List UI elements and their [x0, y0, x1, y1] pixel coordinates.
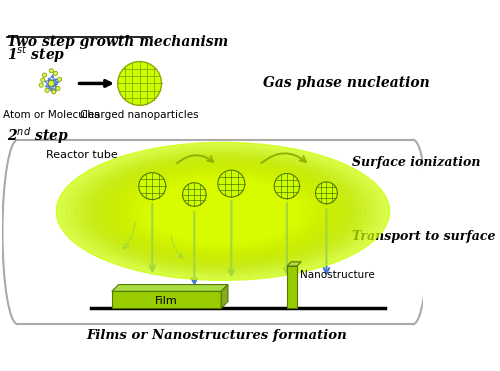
Circle shape — [39, 83, 44, 87]
Circle shape — [45, 88, 49, 92]
Circle shape — [52, 90, 56, 94]
Ellipse shape — [95, 158, 351, 265]
Ellipse shape — [90, 156, 356, 266]
Circle shape — [182, 183, 206, 206]
Text: Gas phase nucleation: Gas phase nucleation — [264, 76, 430, 91]
Circle shape — [118, 62, 162, 105]
Ellipse shape — [110, 164, 336, 258]
Ellipse shape — [80, 152, 366, 270]
Polygon shape — [221, 285, 228, 308]
Ellipse shape — [56, 142, 390, 280]
Circle shape — [139, 173, 166, 200]
Text: Film: Film — [155, 296, 178, 306]
Circle shape — [56, 86, 60, 91]
Ellipse shape — [124, 170, 322, 252]
Text: Atom or Molecules: Atom or Molecules — [3, 111, 100, 120]
Circle shape — [41, 78, 45, 82]
Text: Transport to surface: Transport to surface — [352, 230, 495, 243]
Text: Reactor tube: Reactor tube — [46, 150, 118, 160]
Ellipse shape — [66, 146, 380, 276]
Ellipse shape — [114, 166, 332, 256]
Text: Films or Nanostructures formation: Films or Nanostructures formation — [86, 329, 348, 342]
Ellipse shape — [86, 154, 360, 268]
Ellipse shape — [71, 148, 375, 275]
Ellipse shape — [128, 172, 317, 250]
Polygon shape — [287, 262, 301, 266]
Circle shape — [48, 81, 54, 86]
Circle shape — [54, 71, 58, 75]
Polygon shape — [112, 285, 228, 291]
Ellipse shape — [100, 160, 346, 262]
Ellipse shape — [104, 162, 342, 260]
Ellipse shape — [119, 168, 327, 255]
Ellipse shape — [148, 180, 298, 242]
Text: 1$^{st}$ step: 1$^{st}$ step — [6, 45, 65, 65]
Bar — [112, 291, 221, 308]
Circle shape — [49, 69, 54, 73]
Ellipse shape — [76, 150, 370, 272]
Circle shape — [58, 77, 62, 81]
Ellipse shape — [134, 174, 312, 249]
Text: 2$^{nd}$ step: 2$^{nd}$ step — [6, 125, 68, 145]
Text: Surface ionization: Surface ionization — [352, 156, 480, 169]
Circle shape — [42, 73, 46, 77]
Bar — [287, 266, 297, 308]
Circle shape — [274, 174, 299, 199]
Text: Nanostructure: Nanostructure — [300, 270, 375, 280]
Circle shape — [316, 182, 338, 204]
Circle shape — [218, 170, 245, 197]
Text: Two step growth mechanism: Two step growth mechanism — [6, 35, 228, 49]
Text: Charged nanoparticles: Charged nanoparticles — [80, 111, 199, 120]
Ellipse shape — [61, 144, 384, 278]
Ellipse shape — [143, 178, 302, 244]
Ellipse shape — [138, 176, 308, 246]
